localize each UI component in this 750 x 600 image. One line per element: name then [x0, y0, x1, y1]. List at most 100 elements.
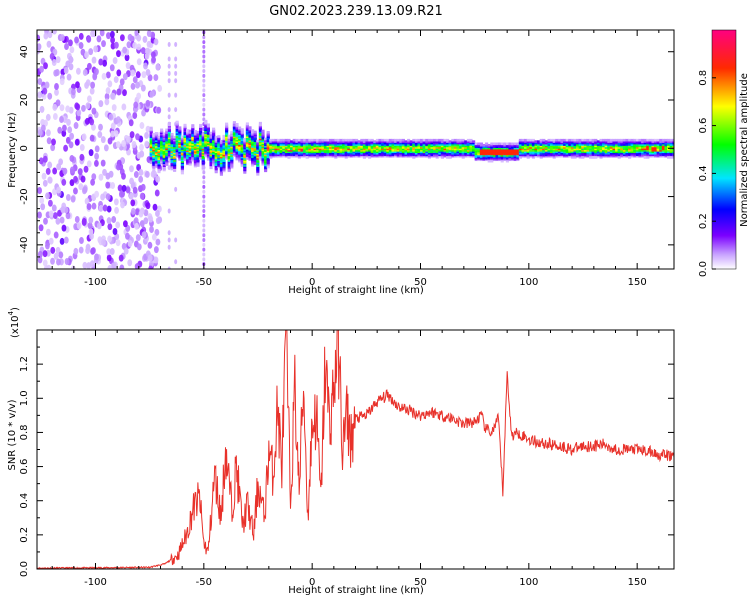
ridge-cell [308, 154, 312, 158]
ridge-cell [529, 147, 533, 151]
ridge-cell [183, 123, 187, 127]
noise-blob [122, 73, 128, 81]
ridge-cell [209, 152, 213, 155]
ridge-cell [258, 127, 262, 131]
noise-column-blob [174, 70, 178, 76]
ridge-cell [456, 151, 460, 155]
ridge-cell [209, 134, 213, 138]
ridge-cell [485, 143, 489, 147]
ridge-cell [186, 129, 190, 132]
noise-blob [145, 202, 151, 210]
ridge-cell [212, 156, 216, 160]
ridge-cell [378, 154, 382, 158]
ridge-cell [425, 153, 429, 156]
ridge-cell [516, 149, 520, 153]
ridge-cell [669, 138, 673, 142]
ridge-cell [466, 141, 470, 145]
ridge-cell [412, 146, 416, 149]
ridge-cell [521, 146, 525, 149]
ridge-cell [661, 140, 665, 143]
ridge-cell [152, 158, 156, 162]
ridge-cell [570, 147, 574, 151]
noise-blob [76, 222, 82, 230]
ridge-cell [313, 141, 317, 145]
ridge-cell [300, 146, 304, 149]
ridge-cell [193, 145, 197, 149]
ridge-cell [170, 151, 174, 155]
ridge-cell [578, 154, 582, 158]
ridge-cell [570, 143, 574, 146]
ridge-cell [651, 138, 655, 142]
ridge-cell [661, 151, 665, 155]
ridge-cell [446, 140, 450, 143]
spectrogram-y-tick-label: -40 [19, 237, 30, 253]
ridge-cell [264, 143, 268, 147]
ridge-cell [204, 150, 208, 153]
ridge-cell [464, 154, 468, 158]
ridge-cell [620, 141, 624, 145]
ridge-cell [599, 154, 603, 158]
ridge-cell [212, 152, 216, 155]
ridge-cell [321, 146, 325, 149]
ridge-cell [258, 121, 262, 125]
ridge-cell [479, 152, 483, 156]
noise-blob [156, 106, 162, 114]
noise-blob [128, 119, 134, 127]
ridge-cell [368, 150, 372, 154]
ridge-cell [201, 157, 205, 161]
ridge-cell [256, 167, 260, 170]
ridge-cell [459, 146, 463, 149]
ridge-cell [232, 138, 236, 142]
ridge-cell [534, 144, 538, 148]
ridge-cell [178, 153, 182, 157]
noise-blob [55, 246, 61, 254]
ridge-cell [180, 135, 184, 139]
ridge-cell [225, 126, 229, 130]
noise-blob [138, 175, 144, 183]
ridge-cell [370, 153, 374, 156]
ridge-cell [438, 151, 442, 155]
ridge-cell [274, 144, 278, 148]
ridge-cell [175, 130, 179, 134]
ridge-cell [217, 158, 221, 162]
ridge-cell [607, 146, 611, 149]
ridge-cell [589, 141, 593, 145]
ridge-cell [672, 154, 674, 158]
ridge-cell [256, 148, 260, 152]
ridge-cell [477, 145, 481, 149]
ridge-cell [295, 150, 299, 154]
ridge-cell [334, 140, 338, 143]
ridge-cell [235, 130, 239, 133]
ridge-cell [583, 143, 587, 146]
ridge-cell [498, 148, 502, 151]
ridge-cell [511, 156, 515, 160]
ridge-cell [349, 154, 353, 158]
ridge-cell [560, 154, 564, 158]
noise-blob [88, 48, 94, 56]
ridge-cell [453, 143, 457, 146]
ridge-cell [602, 154, 606, 158]
ridge-cell [235, 137, 239, 141]
ridge-cell [672, 153, 674, 156]
ridge-cell [394, 140, 398, 143]
noise-column-blob [167, 56, 171, 62]
ridge-cell [443, 143, 447, 146]
ridge-cell [217, 152, 221, 156]
noise-column-blob [167, 114, 171, 120]
ridge-cell [201, 141, 205, 145]
ridge-cell [672, 156, 674, 159]
ridge-cell [157, 166, 161, 169]
ridge-cell [503, 142, 507, 146]
ridge-cell [511, 158, 515, 162]
ridge-cell [412, 151, 416, 155]
noise-blob [66, 118, 71, 126]
ridge-cell [464, 147, 468, 151]
ridge-cell [555, 151, 559, 155]
noise-blob [109, 64, 115, 72]
ridge-cell [365, 149, 369, 152]
ridge-cell [251, 129, 255, 132]
ridge-cell [329, 149, 333, 152]
ridge-cell [456, 138, 460, 142]
ridge-cell [602, 138, 606, 142]
ridge-cell [500, 156, 504, 160]
